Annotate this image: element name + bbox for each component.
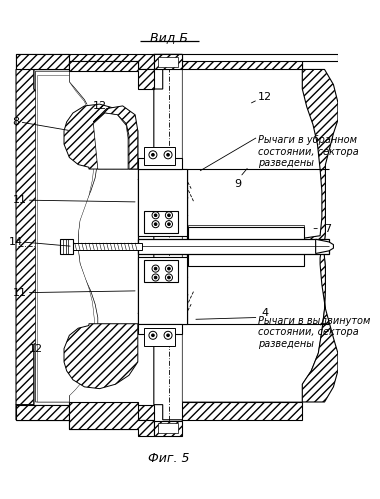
Polygon shape xyxy=(66,102,138,169)
Polygon shape xyxy=(188,253,304,259)
Polygon shape xyxy=(302,69,338,249)
Text: Рычаги в убранном
состоянии, сектора
разведены: Рычаги в убранном состоянии, сектора раз… xyxy=(258,135,359,169)
Polygon shape xyxy=(16,69,70,405)
Text: 12: 12 xyxy=(92,101,107,111)
Polygon shape xyxy=(158,57,178,67)
Circle shape xyxy=(152,154,154,156)
Polygon shape xyxy=(188,247,304,251)
Polygon shape xyxy=(70,420,138,429)
Polygon shape xyxy=(70,402,154,436)
Polygon shape xyxy=(138,240,329,253)
Polygon shape xyxy=(182,60,302,69)
Polygon shape xyxy=(182,69,325,249)
Text: Рычаги в выдвинутом
состоянии, сектора
разведены: Рычаги в выдвинутом состоянии, сектора р… xyxy=(258,316,370,349)
Text: 14: 14 xyxy=(9,237,23,247)
Polygon shape xyxy=(316,240,333,253)
Text: 12: 12 xyxy=(28,344,43,354)
Circle shape xyxy=(168,223,170,226)
Polygon shape xyxy=(144,259,178,282)
Circle shape xyxy=(168,267,170,270)
Text: 12: 12 xyxy=(258,92,272,102)
Polygon shape xyxy=(60,240,73,253)
Text: 11: 11 xyxy=(13,195,27,205)
Polygon shape xyxy=(158,423,178,433)
Polygon shape xyxy=(302,239,338,402)
Text: 11: 11 xyxy=(13,287,27,297)
Polygon shape xyxy=(154,421,182,436)
Polygon shape xyxy=(16,405,154,420)
Circle shape xyxy=(154,267,157,270)
Polygon shape xyxy=(70,60,154,89)
Polygon shape xyxy=(138,257,187,324)
Circle shape xyxy=(154,223,157,226)
Polygon shape xyxy=(144,211,178,233)
Polygon shape xyxy=(36,71,98,402)
Polygon shape xyxy=(93,113,128,169)
Polygon shape xyxy=(144,328,175,346)
Polygon shape xyxy=(16,54,182,436)
Polygon shape xyxy=(188,260,304,266)
Circle shape xyxy=(167,154,169,156)
Text: Вид Б: Вид Б xyxy=(150,31,188,44)
Polygon shape xyxy=(16,405,70,420)
Polygon shape xyxy=(64,324,138,389)
Polygon shape xyxy=(154,54,182,69)
Polygon shape xyxy=(37,76,94,402)
Polygon shape xyxy=(182,54,338,69)
Text: 9: 9 xyxy=(235,179,242,189)
Polygon shape xyxy=(138,324,182,334)
Text: 4: 4 xyxy=(261,308,269,318)
Polygon shape xyxy=(16,54,154,69)
Polygon shape xyxy=(188,240,304,245)
Circle shape xyxy=(168,214,170,217)
Polygon shape xyxy=(93,106,138,169)
Polygon shape xyxy=(138,169,187,236)
Polygon shape xyxy=(70,243,142,250)
Text: 7: 7 xyxy=(324,224,331,234)
Polygon shape xyxy=(188,232,304,238)
Polygon shape xyxy=(138,158,182,169)
Polygon shape xyxy=(64,104,138,169)
Circle shape xyxy=(154,214,157,217)
Circle shape xyxy=(168,276,170,279)
Polygon shape xyxy=(144,147,175,165)
Polygon shape xyxy=(16,54,70,69)
Circle shape xyxy=(152,334,154,337)
Text: Фиг. 5: Фиг. 5 xyxy=(148,453,190,466)
Polygon shape xyxy=(188,225,304,231)
Text: 8: 8 xyxy=(13,117,19,127)
Polygon shape xyxy=(70,60,138,69)
Polygon shape xyxy=(182,249,325,402)
Circle shape xyxy=(167,334,169,337)
Polygon shape xyxy=(182,402,302,420)
Polygon shape xyxy=(188,227,304,266)
Circle shape xyxy=(154,276,157,279)
